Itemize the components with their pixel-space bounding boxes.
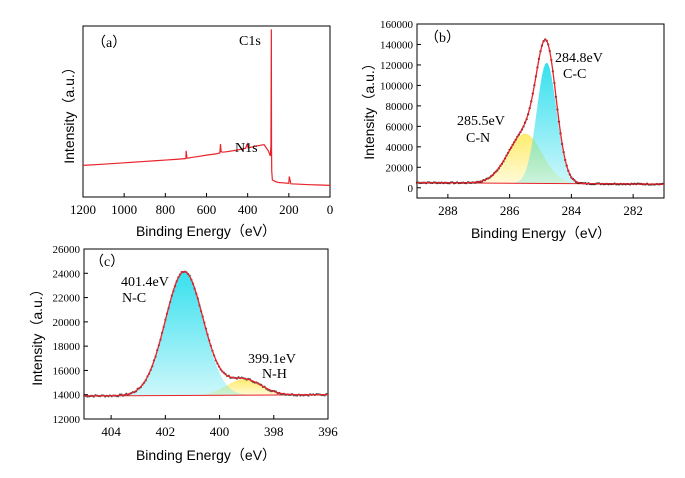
y-tick-label: 18000 (53, 341, 81, 353)
panel-c-x-axis-label: Binding Energy（eV） (136, 447, 276, 463)
x-tick-label: 282 (623, 203, 643, 218)
y-tick-label: 22000 (53, 293, 81, 305)
panel-c-y-ticks: 12000 14000 16000 18000 20000 22000 24000 26000 (53, 244, 88, 426)
x-tick-label: 404 (101, 424, 121, 439)
x-tick-label: 1200 (70, 202, 96, 217)
panel-b-label: （b） (425, 30, 460, 46)
y-tick-label: 80000 (386, 101, 414, 113)
panel-c-nh-peak-sublabel: N-H (262, 367, 287, 382)
panel-c-nc-peak-label: 401.4eV (121, 275, 169, 290)
panel-c-peak-1-area (84, 271, 328, 396)
y-tick-label: 26000 (53, 244, 81, 256)
y-tick-label: 40000 (386, 142, 414, 154)
panel-c-nc-peak-sublabel: N-C (122, 291, 146, 306)
x-tick-label: 284 (562, 203, 582, 218)
panel-a-y-axis-label: Intensity（a.u.） (61, 60, 77, 164)
panel-c-label: （c） (90, 254, 124, 270)
panel-c-y-axis-label: Intensity（a.u.） (29, 282, 45, 386)
y-tick-label: 14000 (53, 390, 81, 402)
y-tick-label: 24000 (53, 268, 81, 280)
panel-a-label: （a） (92, 35, 126, 51)
x-tick-label: 398 (264, 424, 284, 439)
panel-b-cn-peak-sublabel: C-N (466, 131, 490, 146)
y-tick-label: 12000 (53, 414, 81, 426)
x-tick-label: 0 (327, 202, 334, 217)
x-tick-label: 1000 (111, 202, 137, 217)
y-tick-label: 120000 (380, 60, 414, 72)
panel-b-cc-peak-label: 284.8eV (555, 51, 603, 66)
panel-a-c1s-annotation: C1s (239, 34, 261, 49)
panel-b-y-axis-label: Intensity（a.u.） (361, 56, 377, 160)
panel-c-peak-2-area (84, 379, 328, 396)
x-tick-label: 400 (238, 202, 258, 217)
panel-b-y-ticks: 0 20000 40000 60000 80000 100000 120000 140000 1… (380, 19, 421, 195)
panel-b-peak-1-area (417, 62, 664, 185)
panel-a-frame (82, 25, 331, 198)
panel-a: 1200 1000 800 600 400 200 0 （a） C1s N1s Bindin… (61, 25, 333, 239)
panel-b-marks (415, 38, 665, 186)
panel-b-x-axis-label: Binding Energy（eV） (471, 225, 611, 241)
panel-b-fit-envelope (416, 38, 665, 185)
x-tick-label: 402 (156, 424, 176, 439)
x-tick-label: 400 (210, 424, 230, 439)
panel-b-x-ticks: 288 286 284 282 (438, 194, 643, 218)
y-tick-label: 160000 (380, 19, 414, 31)
panel-a-n1s-annotation: N1s (235, 141, 258, 156)
y-tick-label: 60000 (386, 121, 414, 133)
y-tick-label: 20000 (386, 162, 414, 174)
panel-c-frame (83, 248, 329, 420)
panel-b-frame (416, 23, 665, 199)
panel-a-x-axis-label: Binding Energy（eV） (136, 223, 276, 239)
panel-a-marks (82, 29, 331, 186)
panel-c-nh-peak-label: 399.1eV (248, 352, 296, 367)
panel-c: 404 402 400 398 396 12000 14000 16000 18000 2000… (29, 244, 338, 463)
panel-c-marks (82, 270, 329, 398)
panel-b: 288 286 284 282 0 20000 40000 60000 80000 100000… (361, 19, 665, 241)
panel-b-cn-peak-label: 285.5eV (457, 114, 505, 129)
panel-c-fit-envelope (83, 270, 329, 397)
x-tick-label: 288 (438, 203, 458, 218)
x-tick-label: 286 (500, 203, 520, 218)
y-tick-label: 0 (408, 183, 414, 195)
panel-b-cc-peak-sublabel: C-C (563, 67, 586, 82)
x-tick-label: 396 (318, 424, 338, 439)
x-tick-label: 600 (197, 202, 217, 217)
panel-a-x-ticks: 1200 1000 800 600 400 200 0 (70, 193, 333, 217)
panel-c-x-ticks: 404 402 400 398 396 (101, 415, 338, 439)
panel-a-survey-line (82, 29, 331, 186)
x-tick-label: 200 (279, 202, 299, 217)
y-tick-label: 140000 (380, 39, 414, 51)
y-tick-label: 16000 (53, 365, 81, 377)
y-tick-label: 100000 (380, 80, 414, 92)
x-tick-label: 800 (156, 202, 176, 217)
y-tick-label: 20000 (53, 317, 81, 329)
